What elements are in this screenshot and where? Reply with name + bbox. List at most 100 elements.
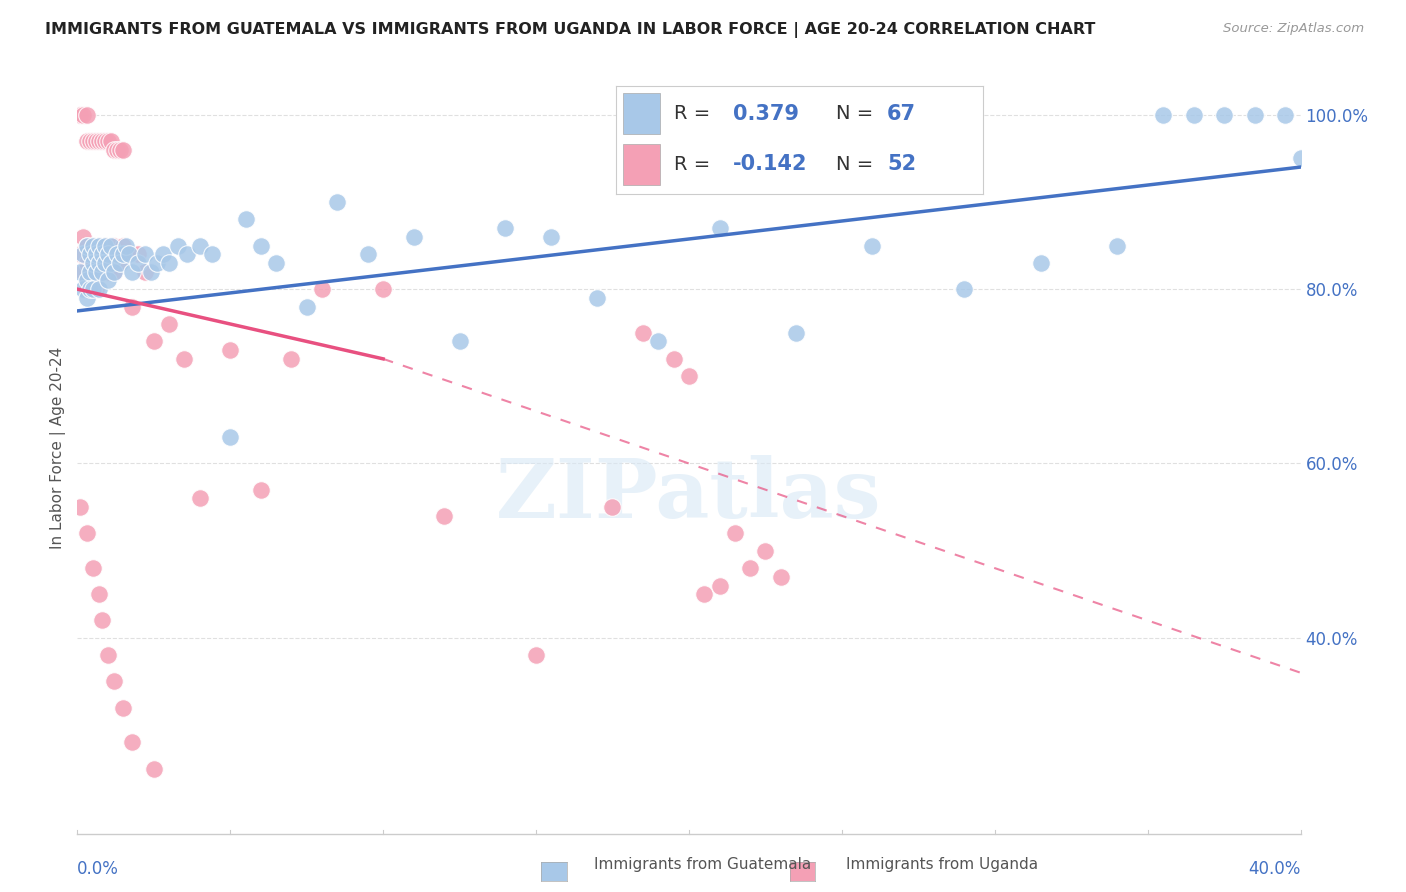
Point [540, 229, 562, 244]
Point [295, 300, 318, 314]
Point [97, 247, 120, 261]
Point [87, 238, 110, 252]
Point [100, 238, 122, 252]
Point [602, 500, 624, 514]
Point [94, 238, 117, 252]
Point [94, 238, 117, 252]
Point [79, 247, 101, 261]
Point [76, 256, 98, 270]
Point [188, 491, 211, 506]
Point [90, 247, 112, 261]
Point [740, 561, 762, 575]
Point [76, 273, 98, 287]
Point [84, 247, 107, 261]
Point [69, 108, 91, 122]
Point [84, 247, 107, 261]
Point [173, 351, 195, 366]
Point [134, 247, 156, 261]
Point [87, 256, 110, 270]
Point [264, 256, 287, 270]
Point [94, 256, 117, 270]
Point [90, 247, 112, 261]
Point [82, 256, 104, 270]
Point [1289, 152, 1312, 166]
Point [82, 238, 104, 252]
Point [87, 256, 110, 270]
Point [402, 229, 425, 244]
Point [90, 265, 112, 279]
Point [82, 238, 104, 252]
Point [82, 561, 104, 575]
Point [647, 334, 669, 349]
Point [103, 674, 125, 689]
Point [769, 570, 792, 584]
Point [69, 247, 91, 261]
Point [79, 282, 101, 296]
Text: ZIPatlas: ZIPatlas [496, 455, 882, 534]
Point [69, 500, 91, 514]
Point [862, 238, 884, 252]
Point [76, 282, 98, 296]
Point [495, 221, 517, 235]
Point [90, 614, 112, 628]
Point [84, 265, 107, 279]
Point [76, 526, 98, 541]
Point [586, 291, 609, 305]
Point [97, 247, 120, 261]
Point [142, 762, 165, 776]
Point [139, 265, 162, 279]
Point [188, 238, 211, 252]
Text: 0.0%: 0.0% [77, 860, 120, 879]
Point [371, 282, 394, 296]
Point [357, 247, 380, 261]
Point [142, 334, 165, 349]
Point [90, 265, 112, 279]
Point [1243, 108, 1265, 122]
Point [105, 247, 128, 261]
Point [100, 134, 122, 148]
Point [100, 256, 122, 270]
Point [82, 256, 104, 270]
Text: Immigrants from Uganda: Immigrants from Uganda [846, 857, 1038, 872]
Point [326, 194, 349, 209]
Point [1107, 238, 1129, 252]
Point [90, 134, 112, 148]
Point [693, 587, 716, 601]
Point [97, 134, 120, 148]
Point [79, 265, 101, 279]
Point [1152, 108, 1174, 122]
Point [157, 317, 180, 331]
Point [94, 134, 117, 148]
Point [134, 265, 156, 279]
Point [219, 343, 242, 358]
Point [115, 238, 138, 252]
Point [108, 256, 131, 270]
Point [953, 282, 976, 296]
Point [87, 282, 110, 296]
Point [127, 256, 149, 270]
Point [785, 326, 807, 340]
Text: IMMIGRANTS FROM GUATEMALA VS IMMIGRANTS FROM UGANDA IN LABOR FORCE | AGE 20-24 C: IMMIGRANTS FROM GUATEMALA VS IMMIGRANTS … [45, 22, 1095, 38]
Y-axis label: In Labor Force | Age 20-24: In Labor Force | Age 20-24 [51, 347, 66, 549]
Point [433, 508, 456, 523]
Point [754, 543, 776, 558]
Point [157, 256, 180, 270]
Point [201, 247, 224, 261]
Point [524, 648, 547, 663]
Text: Immigrants from Guatemala: Immigrants from Guatemala [595, 857, 811, 872]
Point [103, 265, 125, 279]
Point [108, 256, 131, 270]
Point [235, 212, 257, 227]
Point [105, 143, 128, 157]
Point [97, 273, 120, 287]
Point [112, 247, 135, 261]
Point [79, 265, 101, 279]
Point [1029, 256, 1052, 270]
Point [112, 238, 135, 252]
Point [94, 256, 117, 270]
Point [82, 282, 104, 296]
Point [176, 247, 198, 261]
Text: Source: ZipAtlas.com: Source: ZipAtlas.com [1223, 22, 1364, 36]
Point [72, 247, 94, 261]
Point [250, 483, 273, 497]
